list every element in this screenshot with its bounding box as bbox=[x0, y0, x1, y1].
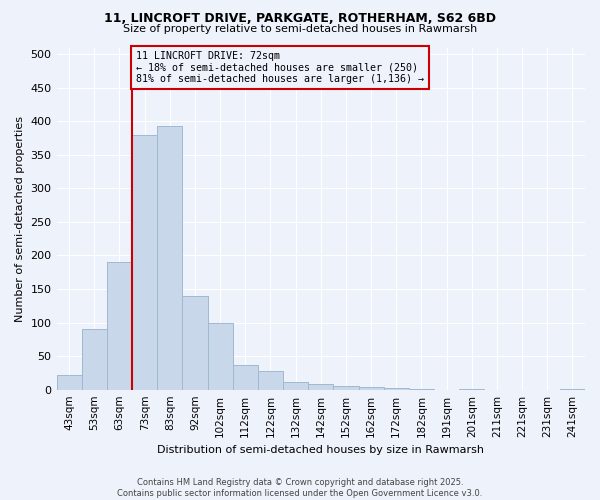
Bar bbox=[560, 389, 585, 390]
Bar bbox=[308, 384, 334, 390]
Bar bbox=[359, 387, 383, 390]
X-axis label: Distribution of semi-detached houses by size in Rawmarsh: Distribution of semi-detached houses by … bbox=[157, 445, 484, 455]
Bar bbox=[132, 134, 157, 390]
Bar bbox=[334, 386, 359, 390]
Bar bbox=[459, 389, 484, 390]
Bar bbox=[107, 262, 132, 390]
Text: Contains HM Land Registry data © Crown copyright and database right 2025.
Contai: Contains HM Land Registry data © Crown c… bbox=[118, 478, 482, 498]
Y-axis label: Number of semi-detached properties: Number of semi-detached properties bbox=[15, 116, 25, 322]
Bar bbox=[182, 296, 208, 390]
Bar bbox=[283, 382, 308, 390]
Bar bbox=[82, 330, 107, 390]
Bar bbox=[56, 375, 82, 390]
Bar bbox=[409, 389, 434, 390]
Bar bbox=[233, 365, 258, 390]
Bar bbox=[258, 371, 283, 390]
Text: Size of property relative to semi-detached houses in Rawmarsh: Size of property relative to semi-detach… bbox=[123, 24, 477, 34]
Bar bbox=[157, 126, 182, 390]
Bar bbox=[208, 322, 233, 390]
Text: 11 LINCROFT DRIVE: 72sqm
← 18% of semi-detached houses are smaller (250)
81% of : 11 LINCROFT DRIVE: 72sqm ← 18% of semi-d… bbox=[136, 51, 424, 84]
Text: 11, LINCROFT DRIVE, PARKGATE, ROTHERHAM, S62 6BD: 11, LINCROFT DRIVE, PARKGATE, ROTHERHAM,… bbox=[104, 12, 496, 26]
Bar bbox=[383, 388, 409, 390]
